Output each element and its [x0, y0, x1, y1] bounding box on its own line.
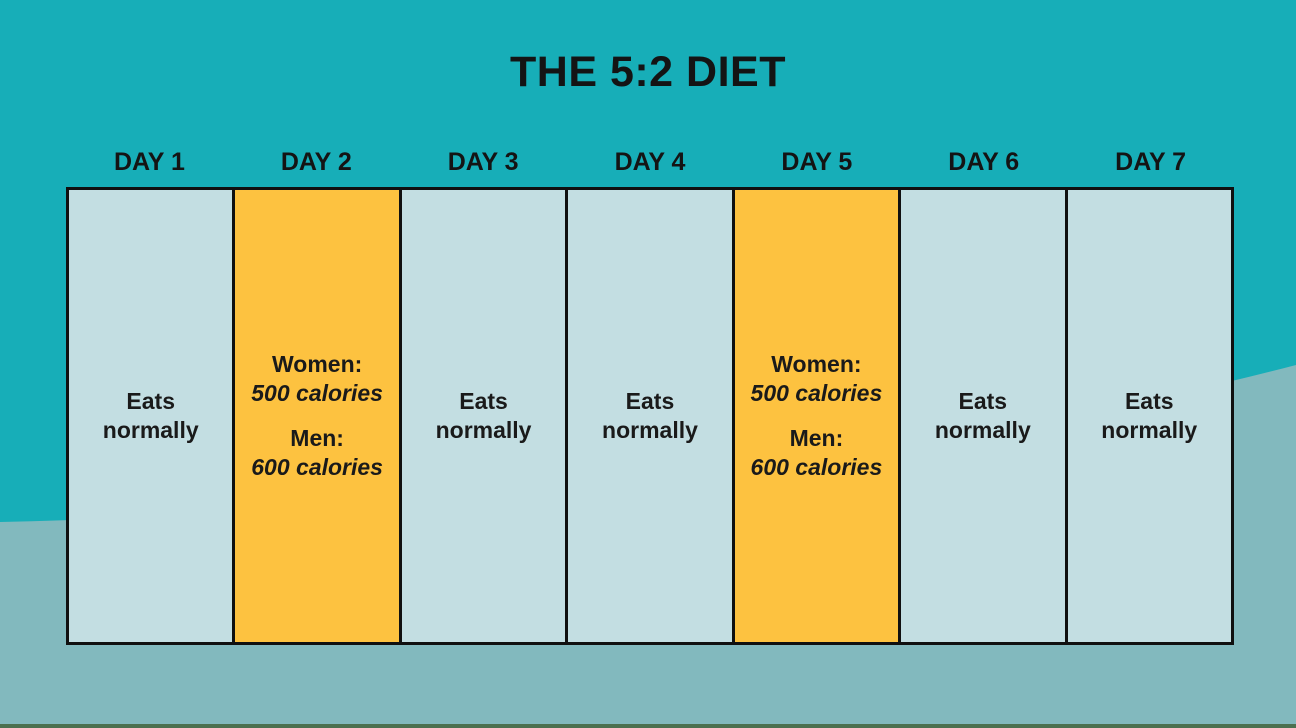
cell-text: Eats normally — [102, 387, 199, 443]
day-header-2: DAY 2 — [280, 147, 352, 176]
women-calories: 500 calories — [251, 380, 383, 407]
day-header-3: DAY 3 — [447, 147, 519, 176]
day-header-row: DAY 1 DAY 2 DAY 3 DAY 4 DAY 5 DAY 6 DAY … — [66, 140, 1234, 184]
day-column-1: Eats normally — [69, 190, 233, 642]
day-column-7: Eats normally — [1064, 190, 1231, 642]
cell-text: Eats normally — [1101, 387, 1198, 443]
day-header-5: DAY 5 — [781, 147, 853, 176]
cell-text: Eats normally — [602, 387, 698, 443]
men-calories: 600 calories — [251, 453, 383, 480]
men-label: Men: — [789, 424, 844, 451]
cell-text: Eats normally — [934, 387, 1031, 443]
women-calories: 500 calories — [750, 380, 883, 407]
bottom-strip — [0, 724, 1296, 728]
men-label: Men: — [290, 424, 344, 451]
page-title: THE 5:2 DIET — [510, 48, 786, 96]
day-column-3: Eats normally — [398, 190, 566, 642]
day-column-5: Women: 500 calories Men: 600 calories — [731, 190, 899, 642]
women-label: Women: — [271, 350, 363, 377]
day-column-6: Eats normally — [898, 190, 1065, 642]
day-column-2: Women: 500 calories Men: 600 calories — [232, 190, 399, 642]
day-header-7: DAY 7 — [1115, 147, 1187, 176]
cell-text: Eats normally — [435, 387, 532, 443]
day-header-1: DAY 1 — [113, 147, 185, 176]
day-column-4: Eats normally — [565, 190, 732, 642]
day-header-6: DAY 6 — [948, 147, 1020, 176]
day-header-4: DAY 4 — [614, 147, 686, 176]
diet-table: Eats normally Women: 500 calories Men: 6… — [66, 187, 1234, 645]
women-label: Women: — [771, 350, 862, 377]
men-calories: 600 calories — [750, 453, 883, 480]
